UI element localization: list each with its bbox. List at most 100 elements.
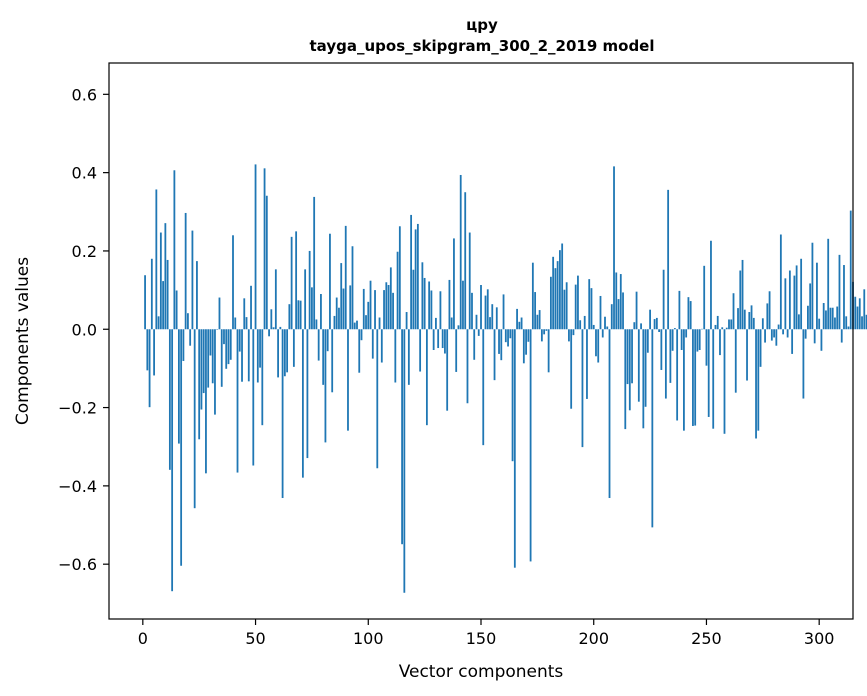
bar <box>750 305 753 330</box>
bar <box>236 329 239 473</box>
bar <box>599 295 602 330</box>
bar <box>351 246 354 330</box>
bar <box>743 309 746 330</box>
bar <box>385 282 388 330</box>
bar <box>804 329 807 339</box>
bar <box>559 250 561 330</box>
bar <box>484 295 487 330</box>
y-tick-label: 0.2 <box>72 242 97 261</box>
bar <box>150 258 153 330</box>
bar <box>525 329 527 355</box>
bar <box>673 328 676 330</box>
bar <box>861 316 863 330</box>
bar <box>723 329 726 434</box>
bar <box>748 312 751 330</box>
bar <box>473 329 476 360</box>
bar <box>232 235 234 330</box>
bar <box>583 315 586 330</box>
bar <box>277 329 279 378</box>
bar <box>858 298 861 330</box>
bar <box>570 329 573 409</box>
bar <box>516 308 518 330</box>
bar <box>407 329 410 385</box>
chart-title: цру <box>466 16 498 34</box>
bar <box>171 329 174 592</box>
bar <box>847 326 850 330</box>
y-tick-label: −0.2 <box>58 399 97 418</box>
bar <box>838 254 841 330</box>
bar <box>157 316 160 330</box>
bar <box>714 324 717 330</box>
bar <box>374 290 376 330</box>
bar <box>773 329 775 338</box>
bar <box>725 327 728 330</box>
bar <box>572 329 575 336</box>
bar <box>696 329 699 352</box>
bar <box>301 329 304 478</box>
x-tick-label: 50 <box>245 629 265 648</box>
bar <box>313 196 316 330</box>
bar <box>784 278 787 330</box>
bar <box>626 329 629 385</box>
bar <box>184 212 187 330</box>
bar <box>193 329 196 509</box>
bar <box>759 329 762 367</box>
bar <box>549 276 552 330</box>
bar <box>624 329 627 430</box>
bar <box>692 329 694 426</box>
bar <box>416 223 419 330</box>
bar <box>707 329 710 417</box>
bar <box>304 269 307 330</box>
bar <box>757 329 760 431</box>
bar <box>689 301 692 330</box>
x-tick-label: 150 <box>466 629 497 648</box>
bar <box>504 329 507 343</box>
bar <box>155 189 158 330</box>
bar <box>628 329 631 411</box>
bar <box>425 329 428 426</box>
bar <box>486 289 489 330</box>
bar <box>353 322 356 330</box>
bar <box>856 306 859 330</box>
bar <box>716 315 719 330</box>
bar <box>166 259 169 330</box>
bar <box>459 174 462 330</box>
bar <box>694 329 697 426</box>
bar <box>640 323 642 330</box>
bar <box>268 329 270 337</box>
bar <box>378 317 381 330</box>
bar <box>168 329 171 470</box>
bar <box>556 261 559 330</box>
bar <box>144 275 146 330</box>
bar <box>495 307 498 330</box>
bar <box>601 329 604 338</box>
bar <box>225 329 228 369</box>
bar <box>281 329 284 499</box>
bar <box>631 329 633 384</box>
bar <box>644 329 647 407</box>
bar <box>446 329 449 411</box>
bar <box>356 320 358 330</box>
bar <box>518 321 521 330</box>
bar <box>653 319 656 330</box>
bar <box>502 294 505 330</box>
bar <box>362 288 365 330</box>
bar <box>586 329 588 399</box>
bar <box>338 307 340 330</box>
bar <box>455 329 458 372</box>
bar <box>234 317 237 330</box>
bar <box>865 314 867 330</box>
bar <box>471 292 473 330</box>
bar <box>148 329 151 408</box>
bar <box>739 270 742 330</box>
bar <box>261 329 264 426</box>
bar <box>590 288 593 330</box>
bar <box>646 329 649 353</box>
bar <box>159 232 162 330</box>
bar <box>520 317 523 330</box>
bar <box>448 279 451 330</box>
bar <box>279 326 282 330</box>
bar <box>721 327 724 330</box>
bar <box>779 234 782 330</box>
bar <box>854 296 857 330</box>
